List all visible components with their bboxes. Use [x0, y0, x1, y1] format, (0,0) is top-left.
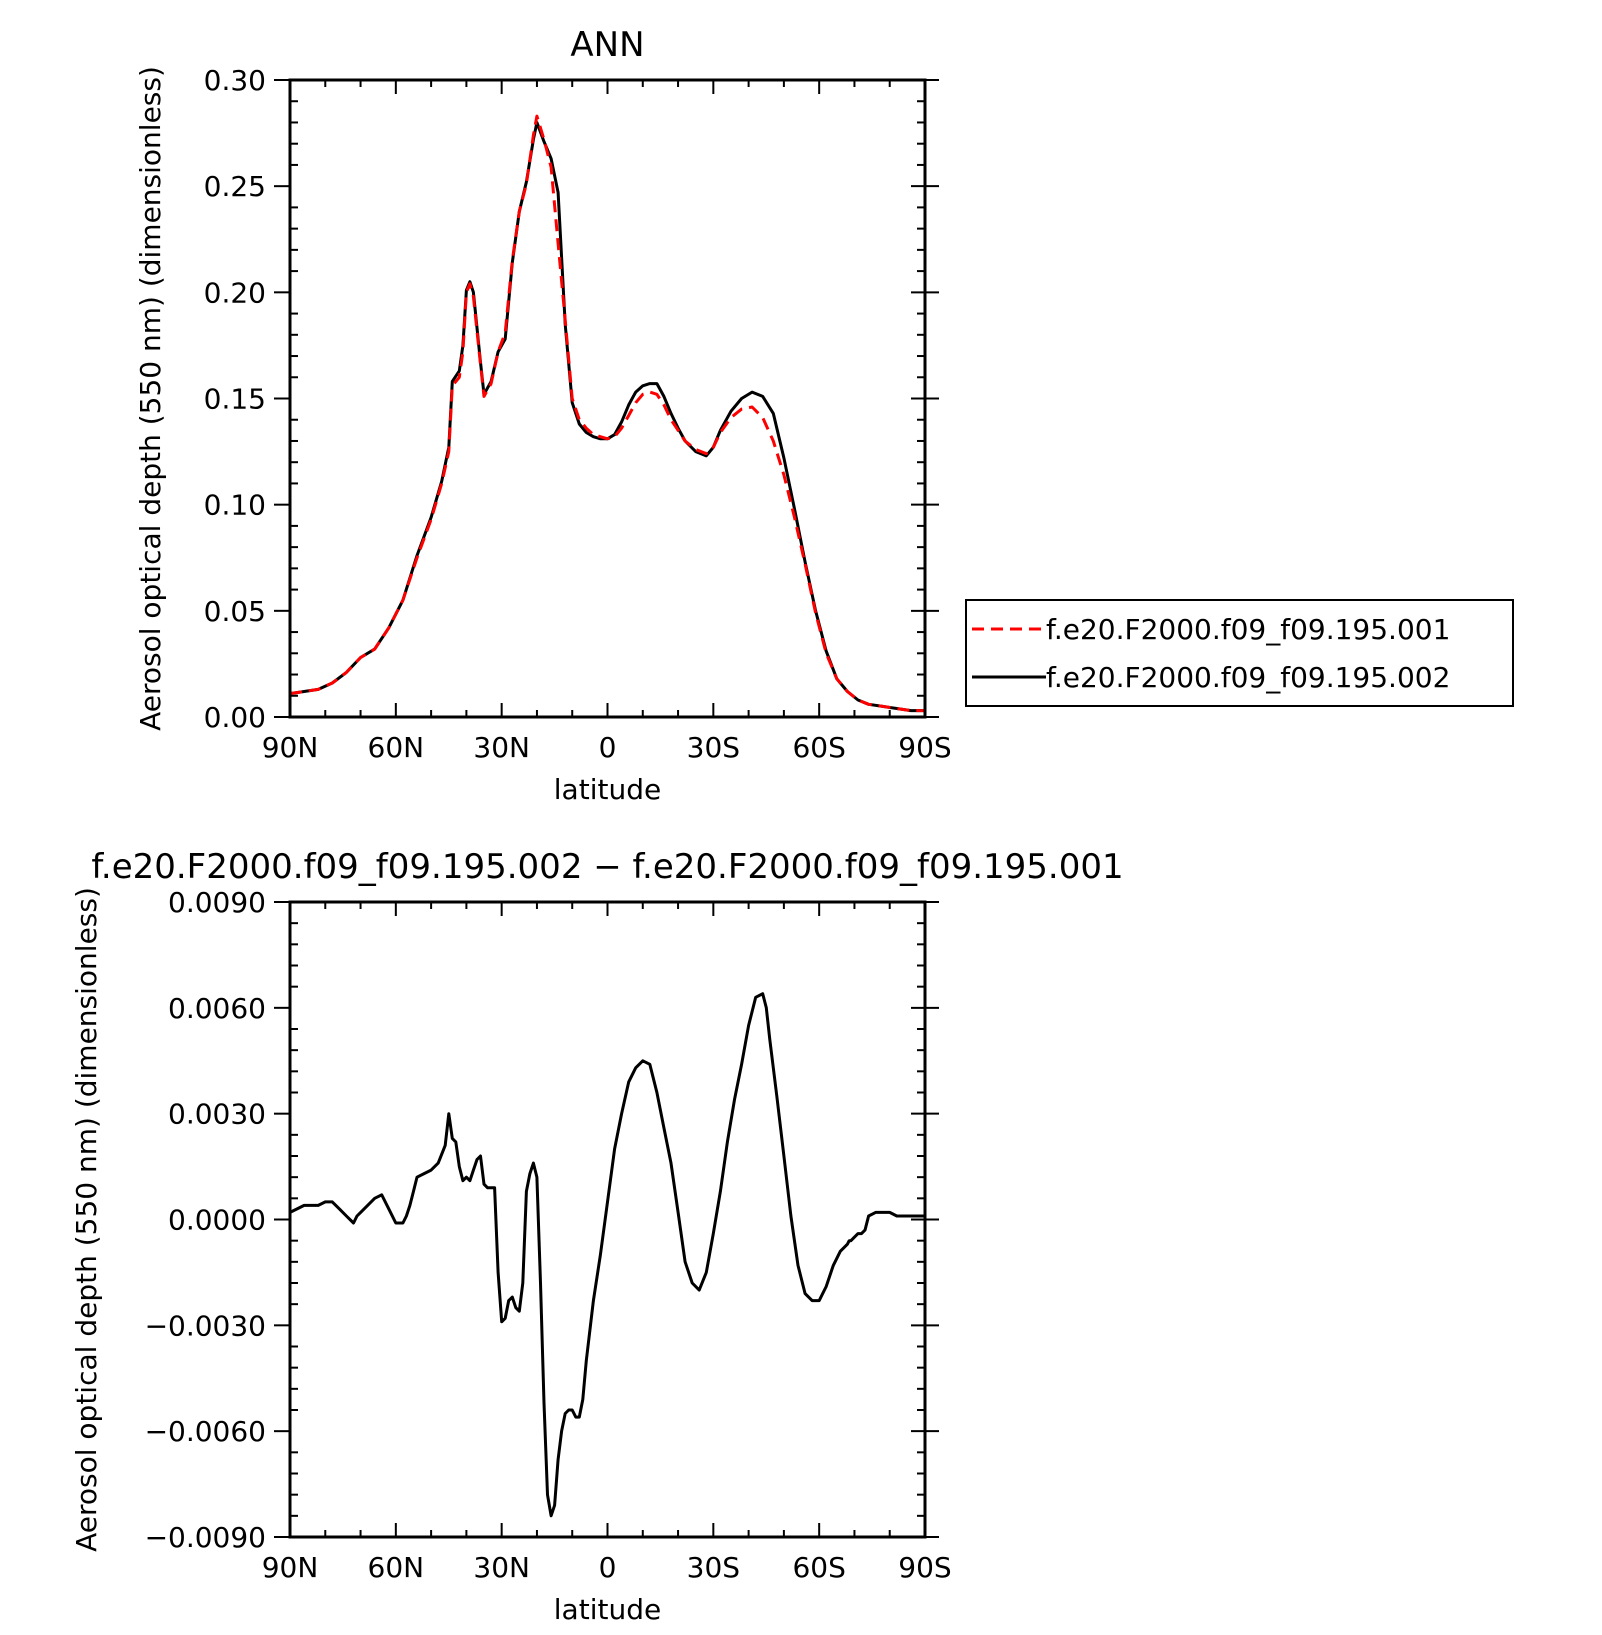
bot-x-tick-label: 0 — [599, 1551, 617, 1584]
bot-x-tick-label: 60S — [792, 1551, 845, 1584]
bot-x-tick-label: 90N — [262, 1551, 319, 1584]
bottom-series-group — [289, 992, 925, 1518]
bot-y-tick-label: 0.0000 — [168, 1204, 266, 1237]
top-chart-title: ANN — [570, 25, 644, 65]
top-y-tick-label: 0.30 — [204, 64, 266, 97]
top-series-line-2 — [289, 121, 925, 713]
legend-box — [965, 599, 1514, 707]
top-panel: ANN Aerosol optical depth (550 nm) (dime… — [134, 25, 952, 806]
top-y-tick-label: 0.15 — [204, 383, 266, 416]
bottom-x-axis-label: latitude — [554, 1593, 661, 1626]
bot-x-tick-label: 60N — [368, 1551, 425, 1584]
bot-series-line-1 — [289, 992, 925, 1518]
top-axis-ticks: 90N 60N 30N 0 30S 60S 90S 0.00 0.05 0.10 0.15 0.20 0… — [204, 64, 952, 764]
legend: f.e20.F2000.f09_f09.195.001 f.e20.F2000.… — [965, 599, 1514, 707]
bot-y-tick-label: 0.0060 — [168, 992, 266, 1025]
legend-label-series-2: f.e20.F2000.f09_f09.195.002 — [1046, 661, 1450, 694]
bot-y-tick-label: 0.0090 — [168, 886, 266, 919]
top-x-tick-label: 30S — [687, 731, 740, 764]
top-series-line-1 — [289, 114, 925, 713]
top-x-tick-label: 0 — [599, 731, 617, 764]
bot-y-tick-label: −0.0030 — [145, 1309, 266, 1342]
legend-label-series-1: f.e20.F2000.f09_f09.195.001 — [1046, 613, 1450, 646]
bottom-y-axis-label: Aerosol optical depth (550 nm) (dimensio… — [70, 887, 103, 1552]
top-y-tick-label: 0.10 — [204, 489, 266, 522]
top-x-axis-label: latitude — [554, 773, 661, 806]
top-y-tick-label: 0.20 — [204, 276, 266, 309]
top-x-tick-label: 90N — [262, 731, 319, 764]
bottom-chart-title: f.e20.F2000.f09_f09.195.002 − f.e20.F200… — [91, 847, 1123, 887]
top-series-group — [289, 114, 925, 713]
top-x-tick-label: 30N — [473, 731, 530, 764]
bot-y-tick-label: 0.0030 — [168, 1098, 266, 1131]
top-x-tick-label: 60N — [368, 731, 425, 764]
top-y-tick-label: 0.05 — [204, 595, 266, 628]
bot-x-tick-label: 30N — [473, 1551, 530, 1584]
top-y-tick-label: 0.25 — [204, 170, 266, 203]
top-x-tick-label: 60S — [792, 731, 845, 764]
bot-y-tick-label: −0.0060 — [145, 1415, 266, 1448]
bot-x-tick-label: 30S — [687, 1551, 740, 1584]
top-y-tick-label: 0.00 — [204, 701, 266, 734]
bottom-panel: f.e20.F2000.f09_f09.195.002 − f.e20.F200… — [70, 847, 1124, 1626]
bot-y-tick-label: −0.0090 — [145, 1521, 266, 1554]
top-x-tick-label: 90S — [898, 731, 951, 764]
top-plot-frame — [288, 78, 927, 719]
bottom-plot-frame — [288, 900, 927, 1539]
bot-x-tick-label: 90S — [898, 1551, 951, 1584]
top-y-axis-label: Aerosol optical depth (550 nm) (dimensio… — [134, 66, 167, 731]
